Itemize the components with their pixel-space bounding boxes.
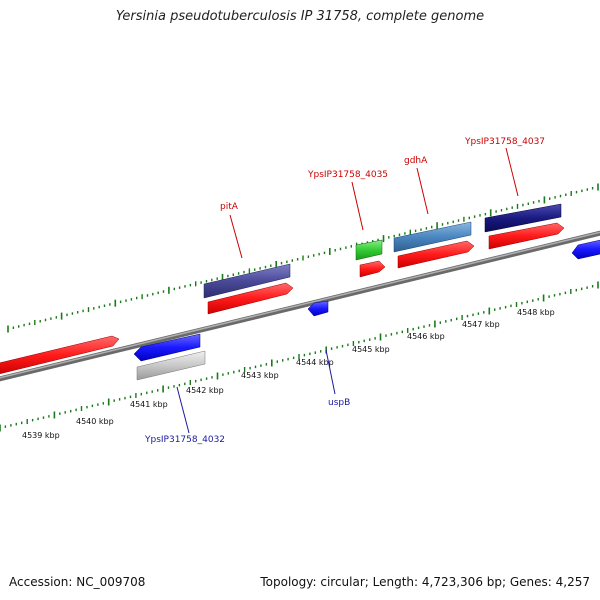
gene-ypsip31758-4035[interactable] (355, 239, 383, 261)
scale-label-4544: 4544 kbp (296, 358, 334, 367)
gene-features (0, 203, 600, 381)
accession-text: Accession: NC_009708 (9, 575, 146, 589)
scale-labels: 4539 kbp 4540 kbp 4541 kbp 4542 kbp 4543… (22, 308, 555, 440)
scale-label-4548: 4548 kbp (517, 308, 555, 317)
lower-tick-track (0, 281, 599, 432)
label-leaders (176, 147, 519, 434)
label-ypsip31758-4035: YpsIP31758_4035 (307, 170, 388, 180)
cds-gdha[interactable] (397, 240, 475, 269)
cds-reverse-right[interactable] (571, 239, 600, 260)
scale-label-4539: 4539 kbp (22, 431, 60, 440)
cds-ypsip31758-4037[interactable] (488, 222, 565, 250)
label-uspb: uspB (328, 398, 350, 408)
map-title: Yersinia pseudotuberculosis IP 31758, co… (115, 9, 485, 24)
cds-ypsip31758-4032[interactable] (133, 333, 201, 362)
cds-uspb[interactable] (307, 300, 329, 317)
gene-gdha[interactable] (393, 221, 472, 253)
cds-forward-left[interactable] (0, 335, 120, 375)
scale-label-4546: 4546 kbp (407, 332, 445, 341)
upper-tick-track (7, 183, 599, 333)
gene-ypsip31758-4037[interactable] (484, 203, 562, 233)
scale-label-4542: 4542 kbp (186, 386, 224, 395)
label-ypsip31758-4037: YpsIP31758_4037 (464, 137, 545, 147)
scale-label-4547: 4547 kbp (462, 320, 500, 329)
cds-ypsip31758-4035[interactable] (359, 260, 386, 278)
label-ypsip31758-4032: YpsIP31758_4032 (144, 435, 225, 445)
scale-label-4545: 4545 kbp (352, 345, 390, 354)
cds-pita[interactable] (207, 282, 294, 315)
label-gdha: gdhA (404, 156, 428, 166)
scale-label-4541: 4541 kbp (130, 400, 168, 409)
label-pita: pitA (220, 202, 239, 212)
genome-backbone (0, 230, 600, 382)
scale-label-4543: 4543 kbp (241, 371, 279, 380)
scale-label-4540: 4540 kbp (76, 417, 114, 426)
gene-ypsip31758-4032[interactable] (136, 350, 206, 381)
topology-summary: Topology: circular; Length: 4,723,306 bp… (260, 575, 590, 589)
gene-labels: pitA YpsIP31758_4035 gdhA YpsIP31758_403… (144, 137, 545, 445)
gene-pita[interactable] (203, 263, 291, 299)
